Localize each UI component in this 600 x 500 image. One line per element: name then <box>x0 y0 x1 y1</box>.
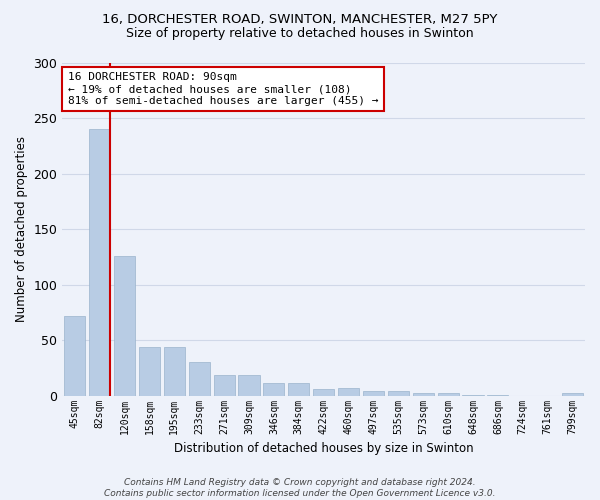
Bar <box>562 394 583 396</box>
Bar <box>139 347 160 396</box>
Bar <box>89 129 110 396</box>
Bar <box>214 374 235 396</box>
Bar <box>388 391 409 396</box>
Bar <box>463 394 484 396</box>
Y-axis label: Number of detached properties: Number of detached properties <box>15 136 28 322</box>
Bar <box>164 347 185 396</box>
X-axis label: Distribution of detached houses by size in Swinton: Distribution of detached houses by size … <box>174 442 473 455</box>
Bar <box>437 394 458 396</box>
Bar <box>288 384 310 396</box>
Bar <box>338 388 359 396</box>
Bar <box>363 391 384 396</box>
Bar <box>114 256 135 396</box>
Bar <box>188 362 210 396</box>
Bar <box>487 394 508 396</box>
Text: Size of property relative to detached houses in Swinton: Size of property relative to detached ho… <box>126 28 474 40</box>
Bar <box>238 374 260 396</box>
Bar <box>313 389 334 396</box>
Text: 16 DORCHESTER ROAD: 90sqm
← 19% of detached houses are smaller (108)
81% of semi: 16 DORCHESTER ROAD: 90sqm ← 19% of detac… <box>68 72 378 106</box>
Text: Contains HM Land Registry data © Crown copyright and database right 2024.
Contai: Contains HM Land Registry data © Crown c… <box>104 478 496 498</box>
Bar <box>263 384 284 396</box>
Text: 16, DORCHESTER ROAD, SWINTON, MANCHESTER, M27 5PY: 16, DORCHESTER ROAD, SWINTON, MANCHESTER… <box>103 12 497 26</box>
Bar <box>413 394 434 396</box>
Bar <box>64 316 85 396</box>
